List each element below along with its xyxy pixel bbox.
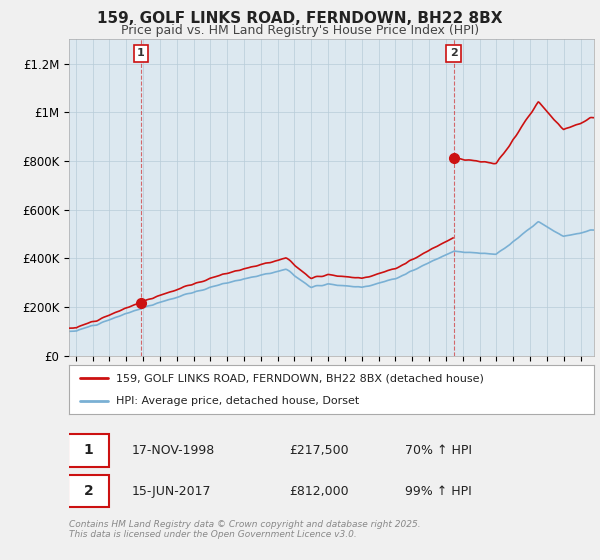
FancyBboxPatch shape	[68, 434, 109, 466]
Text: 17-NOV-1998: 17-NOV-1998	[132, 444, 215, 457]
Text: 1: 1	[137, 48, 145, 58]
Text: HPI: Average price, detached house, Dorset: HPI: Average price, detached house, Dors…	[116, 396, 359, 406]
Text: £812,000: £812,000	[290, 484, 349, 498]
Text: 99% ↑ HPI: 99% ↑ HPI	[405, 484, 472, 498]
Text: 1: 1	[83, 444, 94, 457]
Text: 15-JUN-2017: 15-JUN-2017	[132, 484, 212, 498]
Text: £217,500: £217,500	[290, 444, 349, 457]
Text: Price paid vs. HM Land Registry's House Price Index (HPI): Price paid vs. HM Land Registry's House …	[121, 24, 479, 36]
Text: Contains HM Land Registry data © Crown copyright and database right 2025.
This d: Contains HM Land Registry data © Crown c…	[69, 520, 421, 539]
Text: 159, GOLF LINKS ROAD, FERNDOWN, BH22 8BX (detached house): 159, GOLF LINKS ROAD, FERNDOWN, BH22 8BX…	[116, 374, 484, 384]
Text: 159, GOLF LINKS ROAD, FERNDOWN, BH22 8BX: 159, GOLF LINKS ROAD, FERNDOWN, BH22 8BX	[97, 11, 503, 26]
Text: 2: 2	[450, 48, 458, 58]
FancyBboxPatch shape	[68, 475, 109, 507]
Text: 70% ↑ HPI: 70% ↑ HPI	[405, 444, 472, 457]
Text: 2: 2	[83, 484, 94, 498]
